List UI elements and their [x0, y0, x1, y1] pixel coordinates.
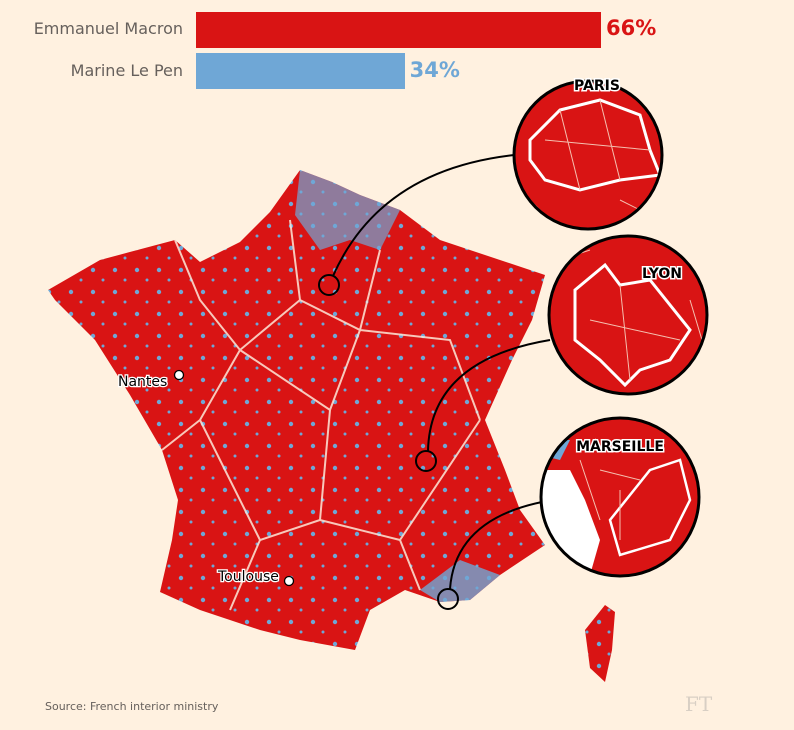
city-label-toulouse: Toulouse: [217, 569, 279, 585]
city-nantes: [173, 369, 185, 381]
paris-marker: [318, 274, 340, 296]
value-label-macron: 66%: [606, 16, 657, 40]
bar-macron: [196, 12, 601, 48]
inset-marseille: [539, 416, 701, 578]
marseille-marker: [437, 588, 459, 610]
lyon-leader-line: [427, 339, 551, 452]
ft-logo: FT: [685, 692, 713, 716]
inset-title-lyon: LYON: [642, 266, 682, 282]
paris-leader-line: [332, 154, 515, 277]
corsica: [585, 605, 615, 682]
bar-label-le-pen: Marine Le Pen: [70, 61, 183, 80]
bar-label-macron: Emmanuel Macron: [33, 19, 183, 38]
lyon-marker: [415, 450, 437, 472]
inset-title-paris: PARIS: [574, 78, 620, 94]
inset-paris: [512, 79, 664, 231]
marseille-leader-line: [449, 501, 543, 590]
source-note: Source: French interior ministry: [45, 700, 219, 713]
city-toulouse: [283, 575, 295, 587]
blue-area-north: [295, 170, 400, 250]
inset-lyon: [547, 234, 709, 396]
city-label-nantes: Nantes: [118, 374, 167, 390]
bar-le-pen: [196, 53, 405, 89]
inset-title-marseille: MARSEILLE: [576, 439, 664, 455]
region-borders: [161, 219, 481, 611]
france-mainland: [48, 170, 545, 650]
value-label-le-pen: 34%: [409, 58, 460, 82]
